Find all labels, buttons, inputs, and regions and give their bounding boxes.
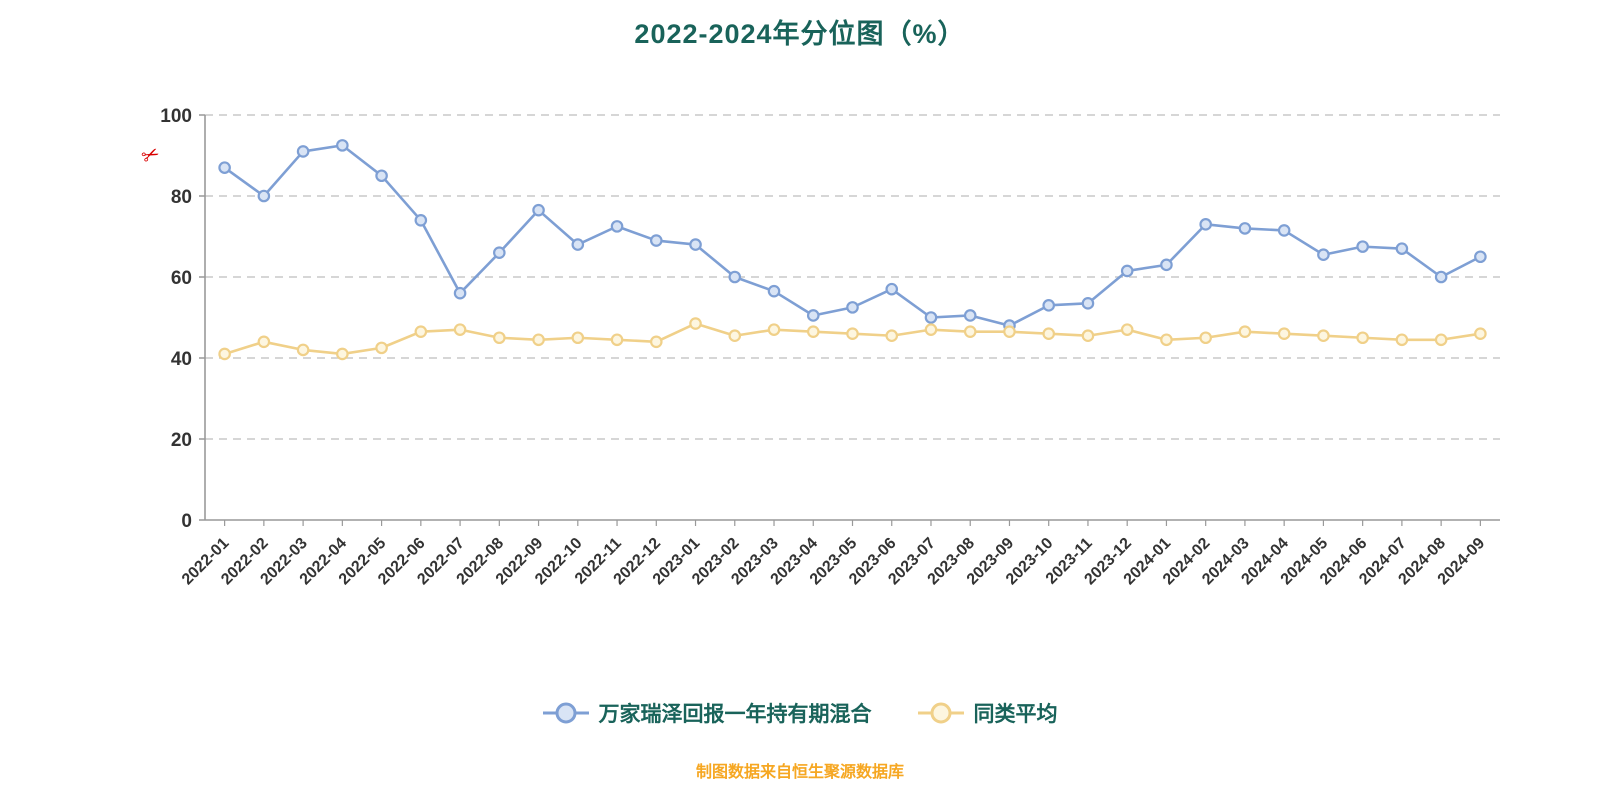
- data-point-s1-2023-01[interactable]: [689, 317, 702, 330]
- data-point-s0-2022-02[interactable]: [257, 189, 271, 203]
- data-point-s1-2024-09[interactable]: [1474, 327, 1487, 340]
- data-point-s1-2022-06[interactable]: [414, 325, 428, 338]
- data-point-s1-2023-10[interactable]: [1042, 327, 1056, 340]
- percentile-chart-canvas[interactable]: 0204060801002022-012022-022022-032022-04…: [0, 0, 1600, 700]
- series-line-0: [223, 144, 1481, 327]
- legend-label-average: 同类平均: [973, 703, 1058, 726]
- legend-marker-average-icon: [917, 702, 964, 724]
- data-point-s0-2022-07[interactable]: [453, 286, 467, 300]
- data-point-s0-2022-01[interactable]: [218, 161, 231, 174]
- y-tick-label: 0: [181, 511, 192, 532]
- data-point-s1-2023-03[interactable]: [767, 323, 781, 336]
- data-point-s0-2024-07[interactable]: [1395, 242, 1409, 255]
- data-point-s1-2024-06[interactable]: [1356, 331, 1369, 345]
- data-point-s0-2022-03[interactable]: [296, 145, 310, 158]
- data-point-s1-2022-05[interactable]: [375, 341, 388, 355]
- data-point-s1-2022-04[interactable]: [336, 347, 349, 361]
- data-point-s1-2022-01[interactable]: [218, 347, 231, 361]
- data-point-s1-2023-06[interactable]: [885, 329, 899, 343]
- data-point-s0-2023-12[interactable]: [1120, 264, 1134, 278]
- data-point-s1-2022-12[interactable]: [649, 335, 663, 349]
- data-point-s1-2022-09[interactable]: [532, 333, 545, 347]
- data-point-s0-2023-06[interactable]: [885, 282, 899, 296]
- y-tick-label: 100: [160, 106, 192, 127]
- data-point-s0-2022-10[interactable]: [571, 238, 585, 251]
- data-point-s0-2022-12[interactable]: [649, 234, 663, 247]
- data-point-s0-2022-06[interactable]: [414, 214, 428, 227]
- legend-circle: [555, 702, 576, 724]
- data-point-s0-2023-02[interactable]: [728, 270, 742, 284]
- data-point-s1-2022-03[interactable]: [296, 343, 310, 357]
- data-point-s0-2024-03[interactable]: [1238, 222, 1252, 235]
- y-tick-label: 80: [171, 187, 192, 208]
- data-point-s0-2022-11[interactable]: [610, 220, 624, 233]
- data-point-s1-2023-07[interactable]: [924, 323, 938, 336]
- data-point-s1-2024-01[interactable]: [1160, 333, 1173, 347]
- data-point-s1-2022-08[interactable]: [493, 331, 506, 345]
- data-point-s0-2024-08[interactable]: [1434, 270, 1448, 284]
- data-point-s1-2024-02[interactable]: [1199, 331, 1212, 345]
- legend-item-average[interactable]: 同类平均: [917, 698, 1058, 728]
- data-point-s1-2024-04[interactable]: [1277, 327, 1291, 340]
- data-point-s1-2023-09[interactable]: [1003, 325, 1016, 338]
- data-point-s0-2024-02[interactable]: [1199, 218, 1212, 231]
- data-point-s0-2024-01[interactable]: [1160, 258, 1173, 272]
- y-tick-label: 40: [171, 349, 192, 370]
- y-tick-label: 60: [171, 268, 192, 289]
- chart-legend: 万家瑞泽回报一年持有期混合 同类平均: [0, 698, 1600, 728]
- data-point-s1-2022-07[interactable]: [453, 323, 467, 336]
- data-point-s1-2022-10[interactable]: [571, 331, 585, 345]
- data-point-s0-2024-05[interactable]: [1317, 248, 1330, 262]
- data-point-s0-2023-11[interactable]: [1081, 297, 1095, 310]
- data-point-s0-2024-04[interactable]: [1277, 224, 1291, 237]
- data-point-s1-2022-11[interactable]: [610, 333, 624, 347]
- data-point-s1-2023-04[interactable]: [806, 325, 820, 338]
- data-point-s1-2024-08[interactable]: [1434, 333, 1448, 347]
- data-point-s1-2023-08[interactable]: [963, 325, 977, 338]
- legend-marker-fund-icon: [542, 702, 589, 724]
- legend-circle: [930, 702, 951, 724]
- data-point-s0-2023-03[interactable]: [767, 284, 781, 298]
- data-point-s0-2024-09[interactable]: [1474, 250, 1487, 264]
- data-point-s0-2023-10[interactable]: [1042, 299, 1056, 312]
- y-tick-label: 20: [171, 430, 192, 451]
- data-point-s0-2022-04[interactable]: [336, 139, 349, 152]
- data-point-s0-2022-09[interactable]: [532, 203, 545, 217]
- data-point-s1-2023-02[interactable]: [728, 329, 742, 343]
- chart-title: 2022-2024年分位图（%）: [634, 19, 966, 49]
- data-point-s0-2024-06[interactable]: [1356, 240, 1369, 253]
- data-point-s0-2022-05[interactable]: [375, 169, 388, 183]
- data-point-s1-2022-02[interactable]: [257, 335, 271, 349]
- data-source-caption: 制图数据来自恒生聚源数据库: [695, 764, 904, 781]
- data-point-s1-2024-07[interactable]: [1395, 333, 1409, 347]
- data-point-s0-2022-08[interactable]: [493, 246, 506, 259]
- data-point-s1-2023-11[interactable]: [1081, 329, 1095, 343]
- data-point-s0-2023-08[interactable]: [963, 309, 977, 322]
- data-point-s1-2023-12[interactable]: [1120, 323, 1134, 336]
- data-point-s0-2023-07[interactable]: [924, 311, 938, 324]
- data-point-s0-2023-04[interactable]: [806, 309, 820, 322]
- data-point-s1-2024-05[interactable]: [1317, 329, 1330, 343]
- data-point-s0-2023-05[interactable]: [846, 301, 859, 314]
- data-point-s1-2023-05[interactable]: [846, 327, 859, 340]
- legend-item-fund[interactable]: 万家瑞泽回报一年持有期混合: [542, 698, 872, 728]
- data-point-s1-2024-03[interactable]: [1238, 325, 1252, 338]
- legend-label-fund: 万家瑞泽回报一年持有期混合: [598, 703, 872, 726]
- data-point-s0-2023-01[interactable]: [689, 238, 702, 251]
